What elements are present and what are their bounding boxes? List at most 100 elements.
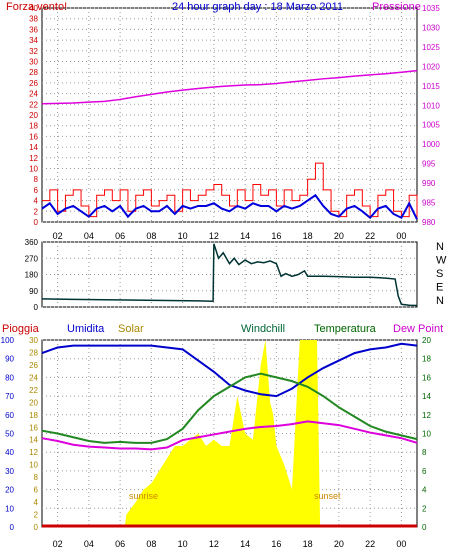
x-tick-label-bottom: 18 — [303, 539, 313, 549]
wind-y-tick-label: 38 — [29, 15, 38, 24]
wind-y-tick-label: 6 — [34, 186, 39, 195]
wind-y-tick-label: 4 — [34, 197, 39, 206]
solar-y-tick-label: 26 — [29, 361, 38, 370]
humidity-y-tick-label: 90 — [5, 355, 14, 364]
humidity-y-tick-label: 0 — [10, 523, 15, 532]
humidity-y-tick-label: 100 — [1, 336, 15, 345]
x-tick-label-bottom: 10 — [178, 539, 188, 549]
x-tick-label-top: 00 — [396, 231, 406, 241]
x-tick-label-bottom: 14 — [240, 539, 250, 549]
wind-y-tick-label: 8 — [34, 175, 39, 184]
x-tick-label-bottom: 20 — [334, 539, 344, 549]
solar-y-tick-label: 14 — [29, 436, 38, 445]
temperature-y-tick-label: 16 — [422, 373, 431, 382]
humidity-label: Umidita — [67, 323, 105, 335]
pressure-line — [41, 69, 418, 105]
pressure-y-tick-label: 1000 — [422, 140, 440, 149]
wind-y-tick-label: 34 — [29, 36, 38, 45]
wind-y-tick-label: 24 — [29, 90, 38, 99]
x-tick-label-top: 22 — [365, 231, 375, 241]
wind-direction-line — [41, 243, 418, 307]
sunset-label: sunset — [314, 491, 341, 501]
x-tick-label-top: 10 — [178, 231, 188, 241]
humidity-y-tick-label: 40 — [5, 448, 14, 457]
solar-y-tick-label: 16 — [29, 423, 38, 432]
wind-axis-label: Forza vento! — [6, 1, 67, 13]
x-tick-label-top: 14 — [240, 231, 250, 241]
wind-average-line — [41, 193, 418, 220]
wind-y-tick-label: 12 — [29, 154, 38, 163]
wind-gust-line — [42, 162, 418, 220]
wind-y-tick-label: 14 — [29, 143, 38, 152]
solar-y-tick-label: 18 — [29, 411, 38, 420]
pressure-y-tick-label: 985 — [422, 199, 436, 208]
x-tick-label-bottom: 12 — [209, 539, 219, 549]
wind-y-tick-label: 32 — [29, 47, 38, 56]
temperature-y-tick-label: 18 — [422, 355, 431, 364]
solar-y-tick-label: 10 — [29, 461, 38, 470]
compass-label: S — [436, 268, 443, 280]
x-tick-label-top: 04 — [84, 231, 94, 241]
solar-area — [42, 340, 417, 527]
temperature-y-tick-label: 14 — [422, 392, 431, 401]
temperature-y-tick-label: 12 — [422, 411, 431, 420]
solar-y-tick-label: 28 — [29, 348, 38, 357]
humidity-y-tick-label: 60 — [5, 411, 14, 420]
solar-y-tick-label: 20 — [29, 398, 38, 407]
temperature-y-tick-label: 2 — [422, 504, 427, 513]
x-tick-label-top: 08 — [146, 231, 156, 241]
wind-y-tick-label: 16 — [29, 132, 38, 141]
windchill-label: Windchill — [241, 323, 285, 335]
x-tick-label-bottom: 04 — [84, 539, 94, 549]
wind-y-tick-label: 2 — [34, 207, 39, 216]
compass-label: N — [436, 241, 444, 253]
dewpoint-line — [41, 420, 418, 451]
direction-y-tick-label: 90 — [29, 287, 38, 296]
pressure-y-tick-label: 1025 — [422, 43, 440, 52]
x-tick-label-top: 12 — [209, 231, 219, 241]
compass-label: W — [436, 255, 447, 267]
wind-y-tick-label: 0 — [34, 218, 39, 227]
temperature-y-tick-label: 6 — [422, 467, 427, 476]
humidity-y-tick-label: 10 — [5, 504, 14, 513]
compass-label: N — [436, 295, 444, 307]
solar-y-tick-label: 8 — [34, 473, 39, 482]
temperature-y-tick-label: 10 — [422, 430, 431, 439]
wind-y-tick-label: 30 — [29, 58, 38, 67]
x-tick-label-bottom: 22 — [365, 539, 375, 549]
x-tick-label-top: 16 — [271, 231, 281, 241]
humidity-y-tick-label: 30 — [5, 467, 14, 476]
solar-y-tick-label: 6 — [34, 486, 39, 495]
dewpoint-label: Dew Point — [393, 323, 443, 335]
sunrise-label: sunrise — [129, 491, 158, 501]
humidity-y-tick-label: 50 — [5, 430, 14, 439]
temperature-y-tick-label: 0 — [422, 523, 427, 532]
rain-label: Pioggia — [2, 323, 40, 335]
pressure-y-tick-label: 1005 — [422, 121, 440, 130]
pressure-y-tick-label: 1010 — [422, 101, 440, 110]
humidity-line — [41, 342, 418, 398]
data-series — [41, 69, 418, 528]
wind-y-tick-label: 10 — [29, 165, 38, 174]
wind-y-tick-label: 22 — [29, 100, 38, 109]
solar-y-tick-label: 30 — [29, 336, 38, 345]
wind-y-tick-label: 36 — [29, 25, 38, 34]
grid-lines — [42, 7, 417, 528]
solar-y-tick-label: 12 — [29, 448, 38, 457]
direction-y-tick-label: 360 — [25, 238, 39, 247]
wind-y-tick-label: 20 — [29, 111, 38, 120]
solar-label: Solar — [118, 323, 144, 335]
direction-y-tick-label: 180 — [25, 271, 39, 280]
x-tick-label-bottom: 00 — [396, 539, 406, 549]
pressure-y-tick-label: 1035 — [422, 4, 440, 13]
temperature-y-tick-label: 20 — [422, 336, 431, 345]
solar-series — [42, 340, 417, 527]
x-tick-label-top: 02 — [53, 231, 63, 241]
temperature-y-tick-label: 8 — [422, 448, 427, 457]
pressure-y-tick-label: 1020 — [422, 62, 440, 71]
chart-title: 24 hour graph day : 18 Marzo 2011 — [172, 1, 343, 13]
humidity-y-tick-label: 70 — [5, 392, 14, 401]
wind-y-tick-label: 18 — [29, 122, 38, 131]
humidity-y-tick-label: 80 — [5, 373, 14, 382]
